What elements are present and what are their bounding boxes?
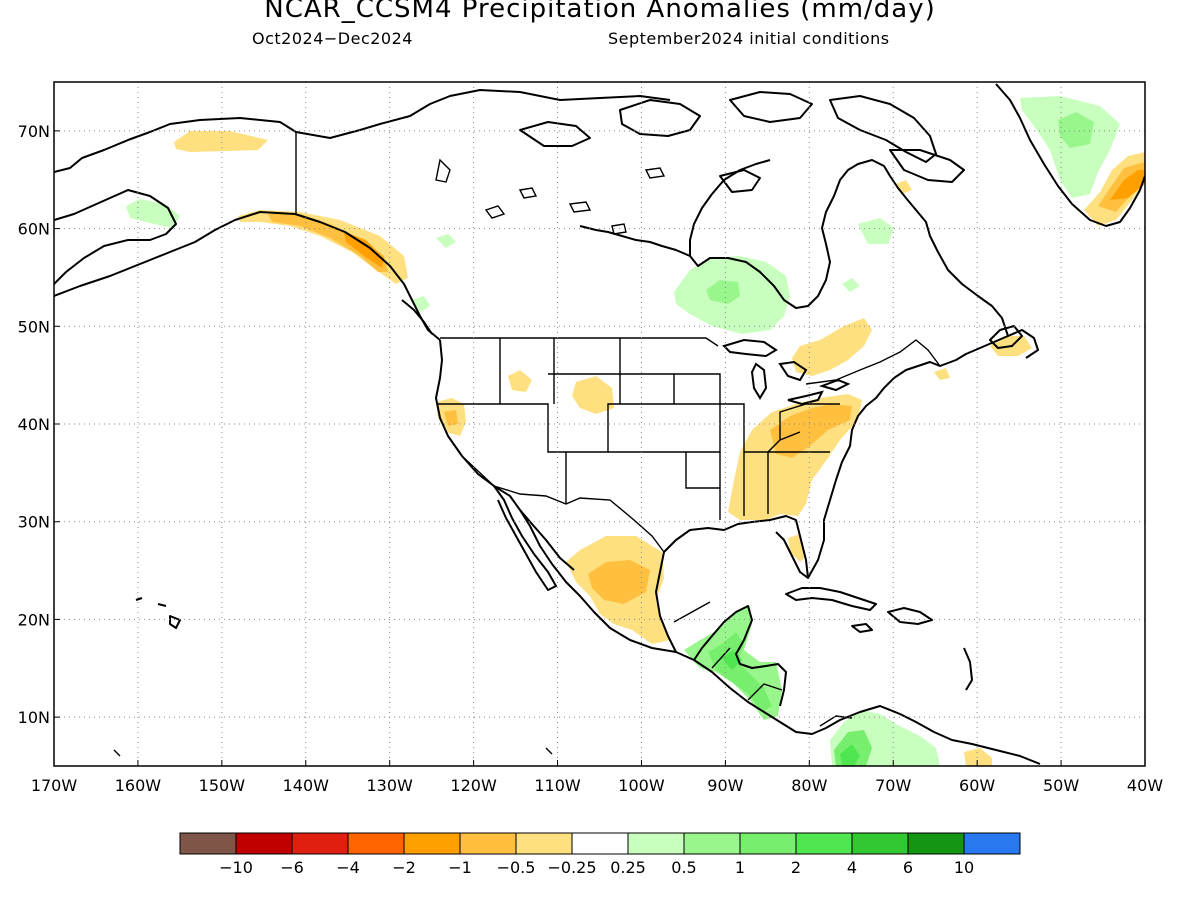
initial-conditions: September2024 initial conditions <box>608 29 890 48</box>
colorbar-label: 4 <box>847 858 857 877</box>
colorbar-label: −10 <box>219 858 253 877</box>
colorbar-label: −0.25 <box>547 858 596 877</box>
colorbar-swatch <box>963 832 1021 855</box>
colorbar-swatch <box>907 832 965 855</box>
lat-tick-label: 10N <box>18 708 50 727</box>
graticule <box>54 82 1145 766</box>
lon-tick-label: 40W <box>1127 776 1163 795</box>
colorbar-swatch <box>571 832 629 855</box>
colorbar: −10 −6 −4 −2 −1 −0.5 −0.25 0.25 0.5 1 2 4 6 10 <box>179 832 1021 877</box>
lon-tick-label: 90W <box>707 776 743 795</box>
lon-tick-label: 130W <box>367 776 414 795</box>
lon-tick-label: 60W <box>959 776 995 795</box>
colorbar-label: 10 <box>954 858 974 877</box>
lat-tick-label: 70N <box>18 122 50 141</box>
lat-tick-label: 30N <box>18 513 50 532</box>
colorbar-swatch <box>739 832 797 855</box>
lat-tick-label: 50N <box>18 317 50 336</box>
colorbar-label: 2 <box>791 858 801 877</box>
colorbar-label: 1 <box>735 858 745 877</box>
lon-tick-label: 150W <box>199 776 246 795</box>
colorbar-label: −6 <box>280 858 304 877</box>
colorbar-label: 6 <box>903 858 913 877</box>
lon-tick-label: 160W <box>115 776 162 795</box>
colorbar-label: 0.25 <box>610 858 646 877</box>
lon-tick-label: 140W <box>283 776 330 795</box>
colorbar-label: −4 <box>336 858 360 877</box>
anomaly-shading <box>126 96 1145 766</box>
lat-tick-label: 20N <box>18 610 50 629</box>
latitude-ticks: 70N 60N 50N 40N 30N 20N 10N <box>18 122 60 727</box>
colorbar-swatch <box>851 832 909 855</box>
forecast-period: Oct2024−Dec2024 <box>252 29 413 48</box>
lat-tick-label: 60N <box>18 220 50 239</box>
colorbar-label: −0.5 <box>497 858 536 877</box>
great-lakes <box>722 338 851 406</box>
colorbar-swatch <box>683 832 741 855</box>
coastlines <box>54 83 1145 765</box>
colorbar-swatch <box>795 832 853 855</box>
lon-tick-label: 100W <box>618 776 665 795</box>
colorbar-swatch <box>515 832 573 855</box>
lat-tick-label: 40N <box>18 415 50 434</box>
colorbar-swatch <box>627 832 685 855</box>
political-borders <box>295 132 941 727</box>
lon-tick-label: 50W <box>1043 776 1079 795</box>
colorbar-label: −2 <box>392 858 416 877</box>
colorbar-label: 0.5 <box>671 858 696 877</box>
colorbar-label: −1 <box>448 858 472 877</box>
chart-title: NCAR_CCSM4 Precipitation Anomalies (mm/d… <box>264 0 936 24</box>
lon-tick-label: 70W <box>875 776 911 795</box>
lon-tick-label: 170W <box>31 776 78 795</box>
colorbar-swatch <box>235 832 293 855</box>
lon-tick-label: 80W <box>791 776 827 795</box>
lon-tick-label: 120W <box>450 776 497 795</box>
colorbar-swatch <box>403 832 461 855</box>
colorbar-swatch <box>291 832 349 855</box>
colorbar-swatch <box>179 832 237 855</box>
lon-tick-label: 110W <box>534 776 581 795</box>
colorbar-swatch <box>347 832 405 855</box>
colorbar-swatch <box>459 832 517 855</box>
longitude-ticks: 170W 160W 150W 140W 130W 120W 110W 100W 90W 80W 70… <box>31 760 1163 795</box>
minor-islands <box>113 158 666 757</box>
